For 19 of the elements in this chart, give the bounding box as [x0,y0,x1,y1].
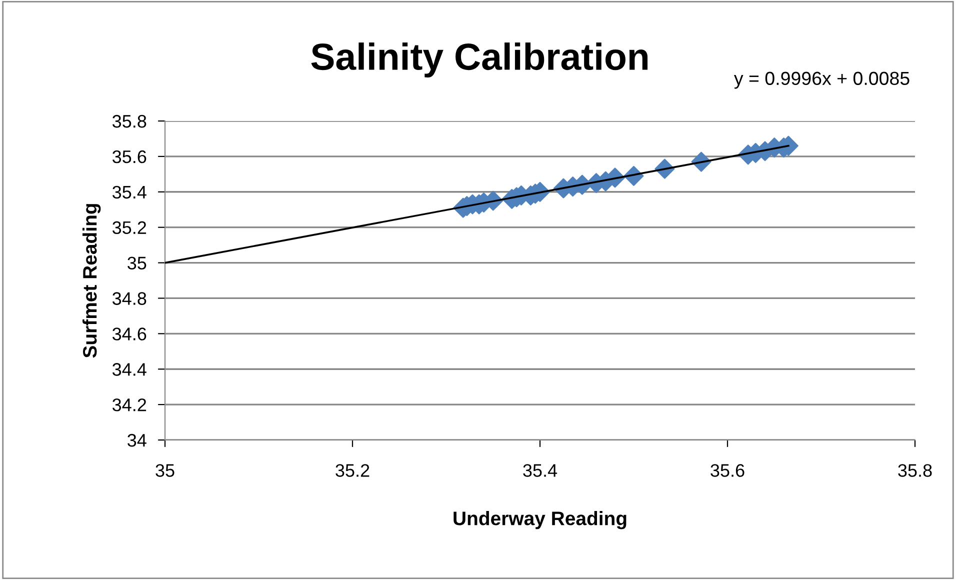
y-tick-label: 35.6 [112,150,146,164]
y-axis-title: Surfmet Reading [82,204,101,358]
y-tick-label: 35 [128,256,146,270]
x-tick-label: 35.4 [523,464,558,477]
x-tick-label: 35.2 [336,464,370,477]
y-tick-label: 35.2 [112,221,146,234]
y-tick-label: 35.4 [112,186,146,199]
text: y = 0.9996x + 0.0085 [734,72,910,89]
x-tick-label: 35.8 [898,464,932,477]
x-tick-label: 35 [156,464,174,477]
y-tick-label: 34.2 [112,398,146,412]
chart-title: Salinity Calibration [311,42,648,78]
y-tick-label: 34.6 [112,328,146,340]
x-tick-label: 35.6 [710,464,744,477]
x-axis-title: Underway Reading [454,511,626,530]
y-tick-label: 34.8 [112,292,146,305]
y-tick-label: 34 [128,434,146,447]
y-tick-label: 34.4 [112,363,146,376]
y-tick-label: 35.8 [112,114,146,128]
